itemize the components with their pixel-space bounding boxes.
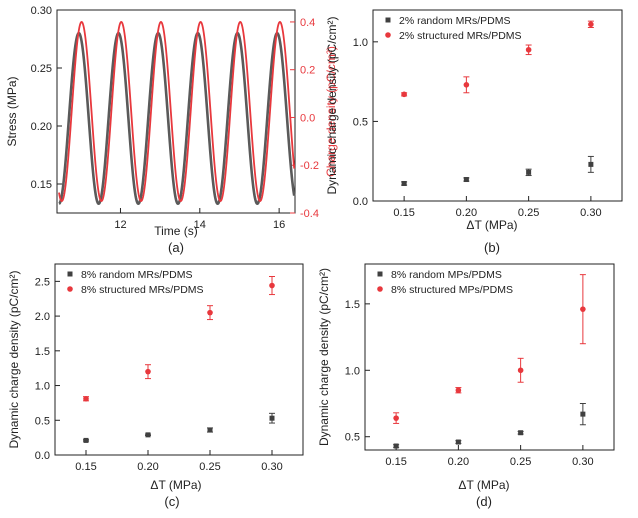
chart-a: 12 14 16 0.15 0.20 0.25 0.30 -0.4 -0.2 0.0 0.2 0.4 T… bbox=[5, 5, 338, 255]
y-tick-label: 2.5 bbox=[35, 276, 50, 288]
data-point-structured bbox=[455, 387, 462, 394]
data-point-random bbox=[463, 177, 469, 183]
data-point-random bbox=[580, 411, 586, 417]
y-tick-label: 1.0 bbox=[345, 365, 360, 377]
x-tick-label: 14 bbox=[194, 219, 206, 231]
y-tick-label: 0.15 bbox=[31, 179, 52, 191]
data-point-structured bbox=[207, 309, 213, 316]
data-point-structured bbox=[83, 395, 89, 402]
y-tick-label: 0.0 bbox=[35, 450, 50, 462]
y-right-tick-label: 0.2 bbox=[300, 65, 315, 77]
legend-marker-random bbox=[377, 271, 383, 277]
y-tick-label: 0.25 bbox=[31, 63, 52, 75]
data-point-structured bbox=[525, 46, 532, 53]
x-axis-label: Time (s) bbox=[154, 224, 198, 238]
y-right-tick-label: -0.4 bbox=[300, 208, 319, 220]
chart-d: 0.15 0.20 0.25 0.30 0.5 1.0 1.5 8% random MPs/P… bbox=[317, 263, 615, 509]
y-tick-label: 1.0 bbox=[353, 37, 368, 49]
x-tick-label: 0.30 bbox=[261, 461, 282, 473]
y-axis-label: Dynamic charge density (pC/cm²) bbox=[317, 268, 331, 446]
data-point-structured bbox=[269, 282, 275, 289]
x-tick-label: 0.15 bbox=[75, 461, 96, 473]
y-axis-label-right: Charge density (pC/cm²) bbox=[324, 46, 338, 177]
panel-label: (b) bbox=[484, 240, 500, 255]
legend-marker-random bbox=[67, 271, 73, 277]
x-tick-label: 16 bbox=[273, 219, 285, 231]
y-tick-label: 0.30 bbox=[31, 5, 52, 17]
data-point-random bbox=[401, 180, 407, 186]
data-point-random bbox=[207, 427, 213, 433]
x-axis-label: ΔT (MPa) bbox=[150, 478, 201, 492]
panel-label: (a) bbox=[168, 240, 184, 255]
y-tick-label: 0.20 bbox=[31, 121, 52, 133]
plot-frame-a bbox=[56, 9, 296, 214]
data-point-random bbox=[518, 430, 524, 436]
legend-entry: 8% random MPs/PDMS bbox=[391, 269, 502, 281]
data-point-random bbox=[145, 432, 151, 438]
y-tick-label: 0.5 bbox=[353, 116, 368, 128]
data-point-structured bbox=[393, 415, 399, 421]
chart-c: 0.15 0.20 0.25 0.30 0.0 0.5 1.0 1.5 2.0 2.5 8% ran… bbox=[7, 263, 304, 509]
data-point-random bbox=[83, 437, 89, 443]
y-right-tick-label: 0.0 bbox=[300, 112, 315, 124]
y-tick-label: 0.0 bbox=[353, 196, 368, 208]
y-tick-label: 2.0 bbox=[35, 311, 50, 323]
y-right-tick-label: 0.4 bbox=[300, 17, 315, 29]
y-tick-label: 0.5 bbox=[345, 432, 360, 444]
data-point-structured bbox=[145, 368, 151, 375]
x-tick-label: 0.30 bbox=[580, 207, 601, 219]
panel-label: (c) bbox=[164, 494, 179, 509]
legend-entry: 2% random MRs/PDMS bbox=[399, 15, 510, 27]
charge-series-line bbox=[58, 21, 296, 202]
x-tick-label: 0.25 bbox=[199, 461, 220, 473]
y-axis-label: Dynamic charge density (pC/cm²) bbox=[7, 270, 21, 448]
y-tick-label: 1.5 bbox=[345, 299, 360, 311]
data-point-structured bbox=[580, 306, 586, 312]
legend-marker-structured bbox=[377, 286, 383, 292]
x-tick-label: 12 bbox=[114, 219, 126, 231]
x-tick-label: 0.30 bbox=[572, 456, 593, 468]
x-tick-label: 0.15 bbox=[393, 207, 414, 219]
legend-marker-structured bbox=[67, 286, 73, 292]
x-tick-label: 0.15 bbox=[385, 456, 406, 468]
y-axis-label-left: Stress (MPa) bbox=[5, 76, 19, 146]
legend-marker-random bbox=[385, 17, 391, 23]
data-point-random bbox=[526, 169, 532, 175]
data-point-structured bbox=[401, 91, 407, 98]
y-right-tick-label: -0.2 bbox=[300, 160, 319, 172]
legend-entry: 8% structured MRs/PDMS bbox=[81, 284, 204, 296]
plot-frame-c bbox=[54, 263, 304, 456]
plot-frame-d bbox=[364, 263, 615, 451]
x-axis-label: ΔT (MPa) bbox=[466, 218, 517, 232]
x-tick-label: 0.25 bbox=[510, 456, 531, 468]
data-point-structured bbox=[517, 367, 524, 374]
y-tick-label: 1.0 bbox=[35, 381, 50, 393]
x-axis-label: ΔT (MPa) bbox=[458, 478, 509, 492]
y-tick-label: 0.5 bbox=[35, 415, 50, 427]
y-axis-label: Dynamic charge density (pC/cm²) bbox=[325, 16, 339, 194]
legend-entry: 2% structured MRs/PDMS bbox=[399, 30, 522, 42]
x-tick-label: 0.20 bbox=[448, 456, 469, 468]
stress-series-line bbox=[58, 31, 296, 206]
data-point-structured bbox=[463, 82, 470, 88]
panel-label: (d) bbox=[476, 494, 492, 509]
legend-entry: 8% structured MPs/PDMS bbox=[391, 284, 513, 296]
legend-entry: 8% random MRs/PDMS bbox=[81, 269, 192, 281]
x-tick-label: 0.25 bbox=[518, 207, 539, 219]
data-point-random bbox=[393, 443, 399, 449]
data-point-random bbox=[455, 439, 461, 445]
plot-frame-b bbox=[372, 9, 623, 202]
x-tick-label: 0.20 bbox=[137, 461, 158, 473]
data-point-random bbox=[588, 161, 594, 167]
data-point-random bbox=[269, 415, 275, 421]
chart-b: 0.15 0.20 0.25 0.30 0.0 0.5 1.0 2% random MRs/P… bbox=[325, 9, 623, 255]
y-tick-label: 1.5 bbox=[35, 346, 50, 358]
x-tick-label: 0.20 bbox=[456, 207, 477, 219]
legend-marker-structured bbox=[385, 32, 391, 38]
data-point-structured bbox=[588, 21, 594, 28]
